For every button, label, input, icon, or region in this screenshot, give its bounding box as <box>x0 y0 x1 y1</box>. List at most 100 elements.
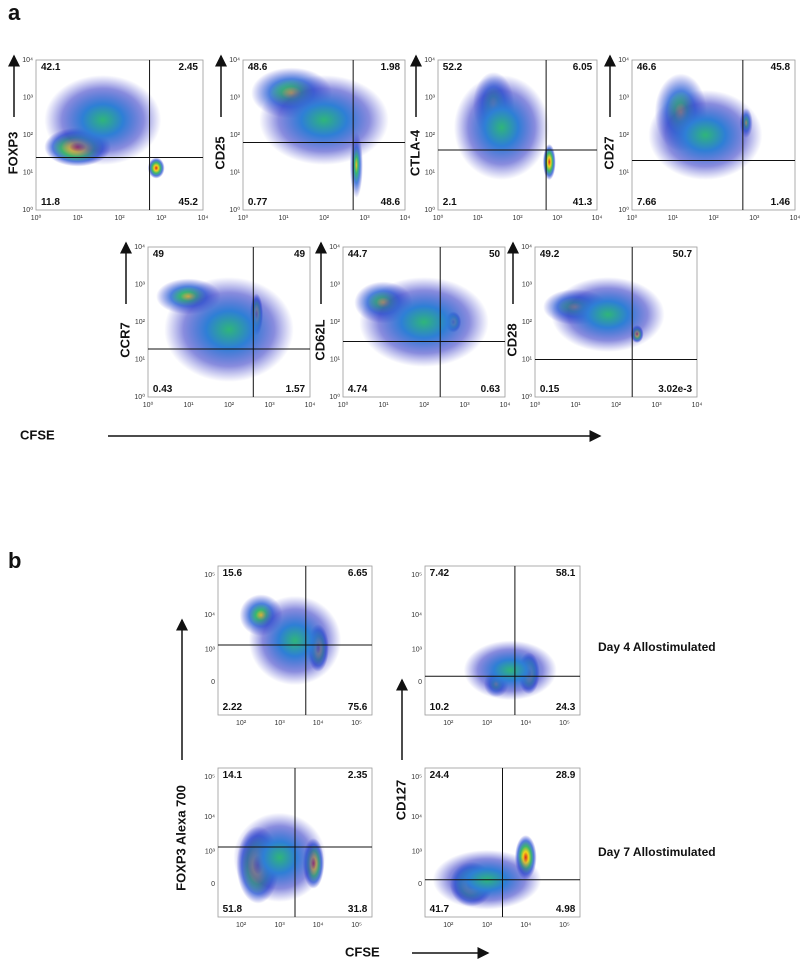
x-tick-label: 10¹ <box>378 402 389 409</box>
y-tick-label: 10⁰ <box>22 206 33 214</box>
quadrant-value: 41.7 <box>430 904 450 915</box>
quadrant-value: 2.1 <box>443 197 457 208</box>
density-cloud <box>164 277 294 382</box>
y-tick-label: 10³ <box>23 94 34 101</box>
y-tick-label: 10³ <box>425 94 436 101</box>
x-axis-label: CFSE <box>20 427 55 442</box>
y-tick-label: 10⁰ <box>229 206 240 214</box>
quadrant-value: 24.3 <box>556 702 576 713</box>
y-tick-label: 10⁴ <box>521 244 532 251</box>
y-axis-label: CD62L <box>312 319 327 360</box>
quadrant-value: 10.2 <box>430 702 450 713</box>
x-tick-label: 10⁴ <box>400 215 411 222</box>
x-tick-label: 10⁵ <box>351 720 362 727</box>
y-tick-label: 10¹ <box>522 356 533 363</box>
quadrant-value: 46.6 <box>637 62 657 73</box>
y-axis-label: CD27 <box>601 136 616 169</box>
x-tick-label: 10⁴ <box>692 402 703 409</box>
y-tick-label: 10³ <box>205 646 216 653</box>
y-tick-label: 10¹ <box>23 169 34 176</box>
quadrant-value: 1.98 <box>381 62 401 73</box>
x-tick-label: 10⁰ <box>530 401 541 409</box>
x-tick-label: 10¹ <box>278 215 289 222</box>
x-tick-label: 10² <box>512 215 523 222</box>
y-tick-label: 10² <box>330 319 341 326</box>
y-tick-label: 10⁴ <box>411 814 422 821</box>
quadrant-value: 11.8 <box>41 197 60 208</box>
quadrant-value: 6.05 <box>573 62 593 73</box>
quadrant-value: 1.46 <box>771 197 791 208</box>
density-cloud <box>147 157 165 179</box>
y-tick-label: 10⁴ <box>411 612 422 619</box>
y-tick-label: 10³ <box>619 94 630 101</box>
x-tick-label: 10³ <box>552 215 563 222</box>
x-tick-label: 10⁵ <box>351 922 362 929</box>
x-tick-label: 10¹ <box>668 215 679 222</box>
x-tick-label: 10² <box>236 922 247 929</box>
quadrant-value: 28.9 <box>556 770 576 781</box>
density-cloud <box>44 75 162 165</box>
x-axis-label: CFSE <box>345 944 380 959</box>
x-tick-label: 10² <box>419 402 430 409</box>
panel-label: a <box>8 0 21 25</box>
quadrant-value: 49 <box>153 249 165 260</box>
quadrant-value: 0.43 <box>153 384 173 395</box>
density-cloud <box>463 640 557 701</box>
y-tick-label: 10² <box>135 319 146 326</box>
row-label: Day 7 Allostimulated <box>598 845 716 859</box>
y-tick-label: 10⁴ <box>22 57 33 64</box>
quadrant-value: 48.6 <box>381 197 401 208</box>
x-tick-label: 10⁴ <box>790 215 800 222</box>
y-tick-label: 10⁴ <box>204 612 215 619</box>
y-tick-label: 10³ <box>412 848 423 855</box>
y-tick-label: 10² <box>425 132 436 139</box>
y-tick-label: 10⁴ <box>204 814 215 821</box>
quadrant-value: 52.2 <box>443 62 463 73</box>
y-tick-label: 10⁴ <box>229 57 240 64</box>
density-cloud <box>648 90 763 180</box>
quadrant-value: 0.77 <box>248 197 268 208</box>
quadrant-value: 42.1 <box>41 62 61 73</box>
quadrant-value: 48.6 <box>248 62 268 73</box>
x-tick-label: 10¹ <box>183 402 194 409</box>
quadrant-value: 14.1 <box>223 770 243 781</box>
y-tick-label: 10³ <box>412 646 423 653</box>
y-tick-label: 10⁰ <box>134 393 145 401</box>
quadrant-value: 45.2 <box>179 197 199 208</box>
quadrant-value: 4.98 <box>556 904 576 915</box>
y-tick-label: 10⁴ <box>134 244 145 251</box>
y-tick-label: 10⁴ <box>618 57 629 64</box>
y-tick-label: 10² <box>230 132 241 139</box>
x-tick-label: 10⁰ <box>143 401 154 409</box>
x-tick-label: 10⁰ <box>433 214 444 222</box>
quadrant-value: 6.65 <box>348 568 368 579</box>
quadrant-value: 4.74 <box>348 384 368 395</box>
density-cloud <box>259 75 389 165</box>
quadrant-value: 31.8 <box>348 904 368 915</box>
quadrant-value: 2.22 <box>223 702 243 713</box>
x-tick-label: 10² <box>319 215 330 222</box>
quadrant-value: 51.8 <box>223 904 243 915</box>
x-tick-label: 10³ <box>264 402 275 409</box>
x-tick-label: 10⁵ <box>559 922 570 929</box>
y-tick-label: 10¹ <box>619 169 630 176</box>
quadrant-value: 45.8 <box>771 62 791 73</box>
x-tick-label: 10³ <box>275 922 286 929</box>
x-tick-label: 10² <box>224 402 235 409</box>
y-tick-label: 10⁰ <box>618 206 629 214</box>
y-tick-label: 10⁰ <box>424 206 435 214</box>
y-axis-label: CD28 <box>504 323 519 356</box>
panel-label: b <box>8 548 21 573</box>
quadrant-value: 58.1 <box>556 568 576 579</box>
quadrant-value: 50.7 <box>673 249 693 260</box>
density-cloud <box>359 277 489 367</box>
y-tick-label: 10⁴ <box>329 244 340 251</box>
x-tick-label: 10¹ <box>570 402 581 409</box>
y-axis-label: CCR7 <box>117 322 132 357</box>
y-tick-label: 0 <box>418 881 422 888</box>
quadrant-value: 2.35 <box>348 770 368 781</box>
x-tick-label: 10³ <box>482 720 493 727</box>
y-tick-label: 10⁵ <box>411 774 422 781</box>
y-tick-label: 10² <box>619 132 630 139</box>
x-tick-label: 10² <box>443 720 454 727</box>
